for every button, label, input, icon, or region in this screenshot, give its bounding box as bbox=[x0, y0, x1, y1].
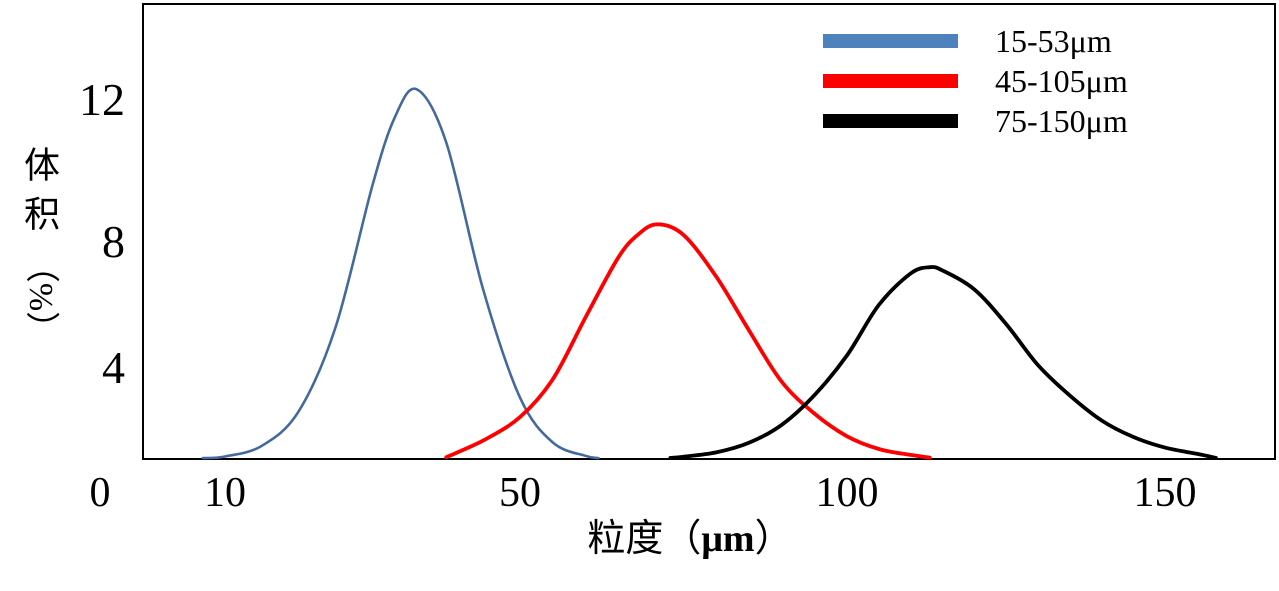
x-axis-title-suffix: ） bbox=[754, 518, 793, 560]
series-curve-15-53μm bbox=[201, 87, 600, 460]
legend-swatch-15-53μm bbox=[823, 34, 958, 48]
legend-item-75-150μm: 75-150μm bbox=[823, 101, 1128, 141]
y-tick-label-8: 8 bbox=[102, 216, 125, 267]
legend-item-45-105μm: 45-105μm bbox=[823, 61, 1128, 101]
legend-label-15-53μm: 15-53μm bbox=[995, 23, 1112, 59]
x-tick-label-50: 50 bbox=[499, 470, 541, 516]
x-axis-title-unit: μm bbox=[701, 518, 755, 560]
y-axis-title: 体积 bbox=[19, 146, 59, 244]
plot-border bbox=[142, 3, 1276, 460]
legend-label-75-150μm: 75-150μm bbox=[995, 103, 1128, 139]
series-curve-75-150μm bbox=[668, 265, 1218, 460]
x-tick-label-100: 100 bbox=[815, 470, 879, 516]
y-tick-label-12: 12 bbox=[79, 74, 125, 125]
legend-label-45-105μm: 45-105μm bbox=[995, 63, 1128, 99]
series-curve-45-105μm bbox=[444, 222, 932, 460]
x-axis-title: 粒度（μm） bbox=[540, 518, 840, 561]
x-tick-label-150: 150 bbox=[1133, 470, 1197, 516]
legend: 15-53μm 45-105μm 75-150μm bbox=[823, 21, 1128, 141]
x-tick-label-10: 10 bbox=[204, 470, 246, 516]
x-axis-title-prefix: 粒度（ bbox=[587, 518, 702, 560]
y-tick-label-4: 4 bbox=[102, 342, 125, 393]
legend-item-15-53μm: 15-53μm bbox=[823, 21, 1128, 61]
legend-swatch-45-105μm bbox=[823, 74, 958, 88]
legend-swatch-75-150μm bbox=[823, 114, 958, 128]
x-tick-label-0: 0 bbox=[89, 470, 111, 516]
